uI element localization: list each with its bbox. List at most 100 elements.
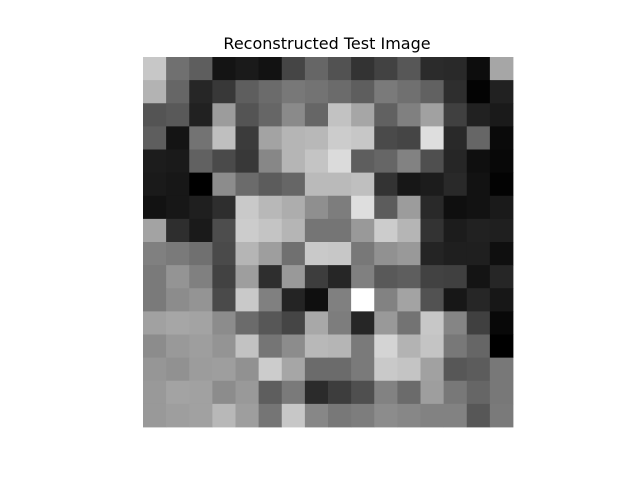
heatmap-cell-r11-c12 (420, 311, 445, 335)
heatmap-cell-r13-c11 (397, 357, 421, 382)
heatmap-cell-r7-c1 (166, 218, 190, 243)
heatmap-cell-r14-c3 (212, 380, 236, 405)
heatmap-cell-r13-c15 (489, 357, 514, 382)
heatmap-cell-r14-c15 (489, 380, 514, 405)
heatmap-cell-r1-c0 (143, 80, 167, 104)
heatmap-cell-r2-c15 (489, 103, 514, 127)
heatmap-cell-r14-c2 (189, 380, 213, 405)
heatmap-cell-r14-c14 (466, 380, 491, 405)
heatmap-cell-r8-c9 (351, 242, 375, 266)
heatmap-cell-r14-c4 (235, 380, 260, 405)
heatmap-cell-r5-c5 (258, 172, 283, 197)
heatmap-cell-r13-c14 (466, 357, 491, 382)
heatmap-cell-r3-c10 (374, 126, 398, 150)
heatmap-cell-r5-c8 (328, 172, 352, 197)
heatmap-cell-r1-c4 (235, 80, 260, 104)
heatmap-cell-r13-c1 (166, 357, 190, 382)
heatmap-cell-r10-c13 (443, 288, 468, 312)
heatmap-cell-r7-c7 (304, 218, 329, 243)
heatmap-cell-r15-c7 (304, 403, 329, 428)
heatmap-cell-r0-c13 (443, 57, 468, 81)
heatmap-cell-r7-c6 (281, 218, 306, 243)
heatmap-cell-r8-c3 (212, 242, 236, 266)
heatmap-cell-r6-c12 (420, 195, 445, 220)
heatmap-cell-r3-c14 (466, 126, 491, 150)
heatmap-cell-r1-c10 (374, 80, 398, 104)
heatmap-cell-r11-c15 (489, 311, 514, 335)
heatmap-cell-r15-c2 (189, 403, 213, 428)
heatmap-cell-r13-c4 (235, 357, 260, 382)
heatmap-cell-r15-c13 (443, 403, 468, 428)
heatmap-cell-r15-c3 (212, 403, 236, 428)
heatmap-cell-r8-c2 (189, 242, 213, 266)
heatmap-cell-r8-c12 (420, 242, 445, 266)
heatmap-cell-r5-c12 (420, 172, 445, 197)
heatmap-cell-r14-c8 (328, 380, 352, 405)
heatmap-cell-r6-c6 (281, 195, 306, 220)
heatmap-cell-r14-c13 (443, 380, 468, 405)
heatmap-cell-r8-c13 (443, 242, 468, 266)
heatmap-cell-r10-c14 (466, 288, 491, 312)
heatmap-cell-r7-c11 (397, 218, 421, 243)
heatmap-cell-r5-c1 (166, 172, 190, 197)
heatmap-cell-r12-c6 (281, 334, 306, 359)
heatmap-cell-r12-c0 (143, 334, 167, 359)
heatmap-cell-r6-c14 (466, 195, 491, 220)
heatmap-grid (143, 57, 514, 428)
heatmap-cell-r10-c7 (304, 288, 329, 312)
heatmap-cell-r11-c11 (397, 311, 421, 335)
heatmap-cell-r10-c0 (143, 288, 167, 312)
heatmap-cell-r6-c4 (235, 195, 260, 220)
heatmap-cell-r10-c8 (328, 288, 352, 312)
heatmap-cell-r13-c7 (304, 357, 329, 382)
heatmap-cell-r9-c7 (304, 265, 329, 289)
heatmap-cell-r4-c6 (281, 149, 306, 174)
heatmap-cell-r4-c13 (443, 149, 468, 174)
heatmap-cell-r10-c11 (397, 288, 421, 312)
heatmap-cell-r2-c12 (420, 103, 445, 127)
heatmap-cell-r1-c9 (351, 80, 375, 104)
heatmap-cell-r11-c14 (466, 311, 491, 335)
heatmap-cell-r11-c1 (166, 311, 190, 335)
heatmap-cell-r9-c2 (189, 265, 213, 289)
heatmap-cell-r0-c4 (235, 57, 260, 81)
heatmap-cell-r14-c11 (397, 380, 421, 405)
heatmap-cell-r12-c2 (189, 334, 213, 359)
heatmap-cell-r5-c3 (212, 172, 236, 197)
heatmap-cell-r0-c12 (420, 57, 445, 81)
heatmap-cell-r12-c12 (420, 334, 445, 359)
heatmap-cell-r4-c11 (397, 149, 421, 174)
heatmap-cell-r15-c14 (466, 403, 491, 428)
heatmap-cell-r15-c1 (166, 403, 190, 428)
heatmap-cell-r6-c11 (397, 195, 421, 220)
heatmap-cell-r3-c2 (189, 126, 213, 150)
heatmap-cell-r0-c2 (189, 57, 213, 81)
heatmap-cell-r14-c9 (351, 380, 375, 405)
heatmap-cell-r12-c11 (397, 334, 421, 359)
heatmap-cell-r9-c0 (143, 265, 167, 289)
heatmap-cell-r3-c12 (420, 126, 445, 150)
heatmap-cell-r4-c12 (420, 149, 445, 174)
heatmap-cell-r7-c2 (189, 218, 213, 243)
heatmap-cell-r13-c2 (189, 357, 213, 382)
heatmap-cell-r8-c4 (235, 242, 260, 266)
heatmap-cell-r13-c12 (420, 357, 445, 382)
heatmap-cell-r11-c8 (328, 311, 352, 335)
heatmap-cell-r9-c5 (258, 265, 283, 289)
heatmap-cell-r13-c9 (351, 357, 375, 382)
heatmap-cell-r4-c3 (212, 149, 236, 174)
heatmap-cell-r12-c13 (443, 334, 468, 359)
chart-title: Reconstructed Test Image (223, 34, 430, 53)
heatmap-cell-r8-c11 (397, 242, 421, 266)
heatmap-cell-r7-c8 (328, 218, 352, 243)
heatmap-cell-r0-c3 (212, 57, 236, 81)
heatmap-cell-r3-c4 (235, 126, 260, 150)
heatmap-cell-r3-c15 (489, 126, 514, 150)
heatmap-cell-r14-c10 (374, 380, 398, 405)
heatmap-cell-r11-c6 (281, 311, 306, 335)
heatmap-cell-r5-c10 (374, 172, 398, 197)
heatmap-cell-r13-c3 (212, 357, 236, 382)
heatmap-cell-r2-c6 (281, 103, 306, 127)
heatmap-cell-r9-c8 (328, 265, 352, 289)
heatmap-cell-r14-c6 (281, 380, 306, 405)
